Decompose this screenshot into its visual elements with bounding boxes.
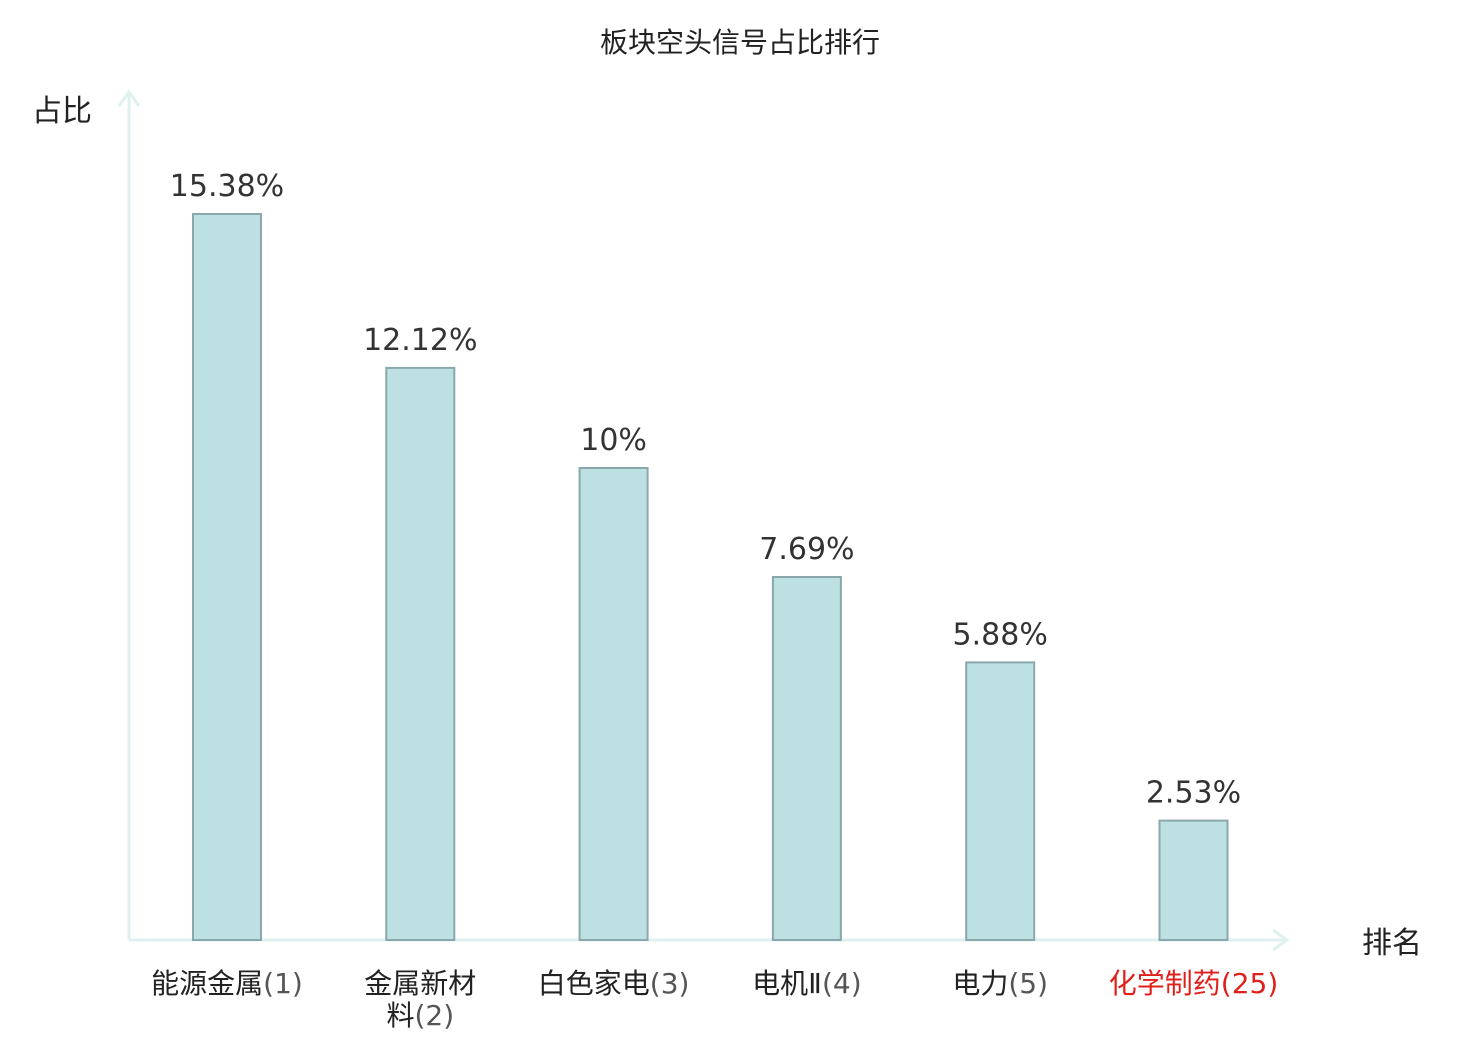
x-axis: [129, 928, 1290, 952]
value-label-3: 10%: [580, 423, 647, 458]
category-label-1: 能源金属(1): [151, 967, 303, 1000]
value-label-2: 12.12%: [363, 323, 477, 358]
y-axis: [117, 89, 141, 940]
category-label-3: 白色家电(3): [538, 967, 690, 1000]
bar-2: [385, 366, 456, 941]
bar-6: [1158, 819, 1229, 941]
bars-group: [192, 213, 1229, 942]
category-label-6: 化学制药(25): [1109, 967, 1279, 1000]
value-label-6: 2.53%: [1146, 776, 1241, 811]
x-axis-label: 排名: [1362, 926, 1422, 961]
value-label-4: 7.69%: [759, 532, 854, 567]
category-label-2-line-1: 金属新材: [364, 967, 476, 1000]
y-axis-label: 占比: [32, 94, 92, 129]
category-label-4: 电机Ⅱ(4): [752, 967, 861, 1000]
value-label-5: 5.88%: [953, 617, 1048, 652]
category-label-5: 电力(5): [952, 967, 1048, 1000]
value-label-1: 15.38%: [170, 169, 284, 204]
value-labels-group: 15.38% 12.12% 10% 7.69% 5.88% 2.53%: [170, 169, 1241, 811]
chart-title: 板块空头信号占比排行: [600, 26, 880, 59]
bar-3: [578, 467, 649, 941]
bar-5: [965, 661, 1036, 942]
bar-4: [771, 576, 842, 941]
category-label-2-line-2: 料(2): [386, 999, 454, 1032]
bar-1: [192, 213, 262, 941]
